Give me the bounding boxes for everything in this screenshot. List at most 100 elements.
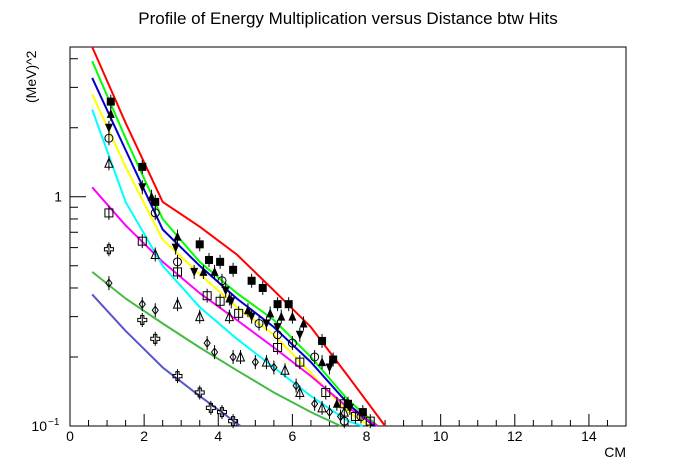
data-point xyxy=(317,401,327,413)
chart-title: Profile of Energy Multiplication versus … xyxy=(138,9,558,28)
data-point xyxy=(356,412,366,422)
data-point xyxy=(224,310,235,322)
data-point xyxy=(332,398,341,408)
data-points xyxy=(103,94,375,429)
data-point xyxy=(280,364,290,375)
data-point xyxy=(216,257,225,266)
data-point xyxy=(270,362,278,373)
data-point xyxy=(106,97,115,106)
data-point xyxy=(194,310,205,322)
data-point xyxy=(150,333,161,344)
x-tick-label: 2 xyxy=(140,428,148,444)
data-point xyxy=(216,407,227,418)
data-point xyxy=(266,308,275,318)
y-axis: 1 10 −1 xyxy=(31,58,86,434)
data-point xyxy=(104,157,114,168)
data-point xyxy=(292,380,300,391)
data-point xyxy=(137,314,148,325)
data-point xyxy=(329,355,338,364)
data-point xyxy=(325,363,334,373)
data-point xyxy=(221,286,230,296)
data-point xyxy=(147,191,156,201)
data-point xyxy=(288,311,297,321)
data-point xyxy=(172,297,183,309)
data-point xyxy=(227,297,236,307)
data-point xyxy=(210,266,219,276)
data-point xyxy=(311,398,319,409)
fit-curve-4 xyxy=(91,93,371,427)
data-point xyxy=(251,357,259,367)
data-point xyxy=(229,265,238,274)
x-tick-label: 12 xyxy=(507,428,523,444)
x-tick-label: 8 xyxy=(363,428,371,444)
data-point xyxy=(171,243,180,253)
data-point xyxy=(172,267,182,277)
data-point xyxy=(138,183,147,193)
data-point xyxy=(336,411,345,422)
fit-curve-2 xyxy=(91,60,379,427)
data-point xyxy=(277,311,286,321)
data-point xyxy=(151,197,160,206)
y-tick-label: 1 xyxy=(54,189,62,205)
fit-curve-6 xyxy=(91,109,364,427)
data-point xyxy=(228,416,239,427)
data-point xyxy=(234,308,244,318)
x-axis: 0 2 4 6 8 10 12 14 xyxy=(66,414,627,444)
data-point xyxy=(105,278,113,288)
fit-curve-8 xyxy=(91,293,242,427)
data-point xyxy=(235,350,246,362)
data-point xyxy=(205,255,213,264)
data-point xyxy=(325,407,334,417)
data-point xyxy=(339,405,350,417)
data-point xyxy=(262,319,271,329)
x-tick-label: 4 xyxy=(214,428,222,444)
data-point xyxy=(261,355,272,367)
data-point xyxy=(229,352,237,362)
data-point xyxy=(299,318,308,328)
data-point xyxy=(203,338,211,348)
data-point xyxy=(194,387,205,398)
x-axis-label: CM xyxy=(604,444,626,460)
data-point xyxy=(273,323,282,333)
data-point xyxy=(210,347,219,357)
data-point xyxy=(190,267,199,277)
data-point xyxy=(172,371,183,382)
data-point xyxy=(173,231,182,241)
y-tick-exponent: −1 xyxy=(48,417,60,428)
data-point xyxy=(104,123,113,133)
y-axis-label: (MeV)^2 xyxy=(23,50,39,103)
data-point xyxy=(199,266,208,276)
data-point xyxy=(247,312,256,322)
data-point xyxy=(195,240,204,249)
data-point xyxy=(318,357,327,367)
data-point xyxy=(273,342,283,352)
data-point xyxy=(243,305,252,315)
plot-frame xyxy=(69,46,627,427)
data-point xyxy=(258,283,267,292)
data-point xyxy=(217,276,227,286)
x-tick-label: 10 xyxy=(433,428,449,444)
x-tick-label: 14 xyxy=(581,428,597,444)
data-point xyxy=(273,300,282,309)
data-point xyxy=(284,300,293,309)
x-tick-label: 0 xyxy=(66,428,74,444)
x-tick-label: 6 xyxy=(289,428,297,444)
data-point xyxy=(104,133,114,143)
data-point xyxy=(254,318,264,328)
data-point xyxy=(106,108,115,118)
data-point xyxy=(310,352,320,362)
data-point xyxy=(295,330,304,340)
y-tick-label: 10 xyxy=(31,418,47,434)
data-point xyxy=(350,412,360,422)
data-point xyxy=(202,291,212,301)
fit-curve-3 xyxy=(91,77,375,427)
fit-curves xyxy=(91,46,386,427)
data-point xyxy=(150,248,161,259)
data-point xyxy=(365,416,375,426)
data-point xyxy=(321,388,331,398)
data-point xyxy=(295,386,305,398)
data-point xyxy=(138,162,147,171)
data-point xyxy=(150,208,160,218)
data-point xyxy=(137,236,147,246)
